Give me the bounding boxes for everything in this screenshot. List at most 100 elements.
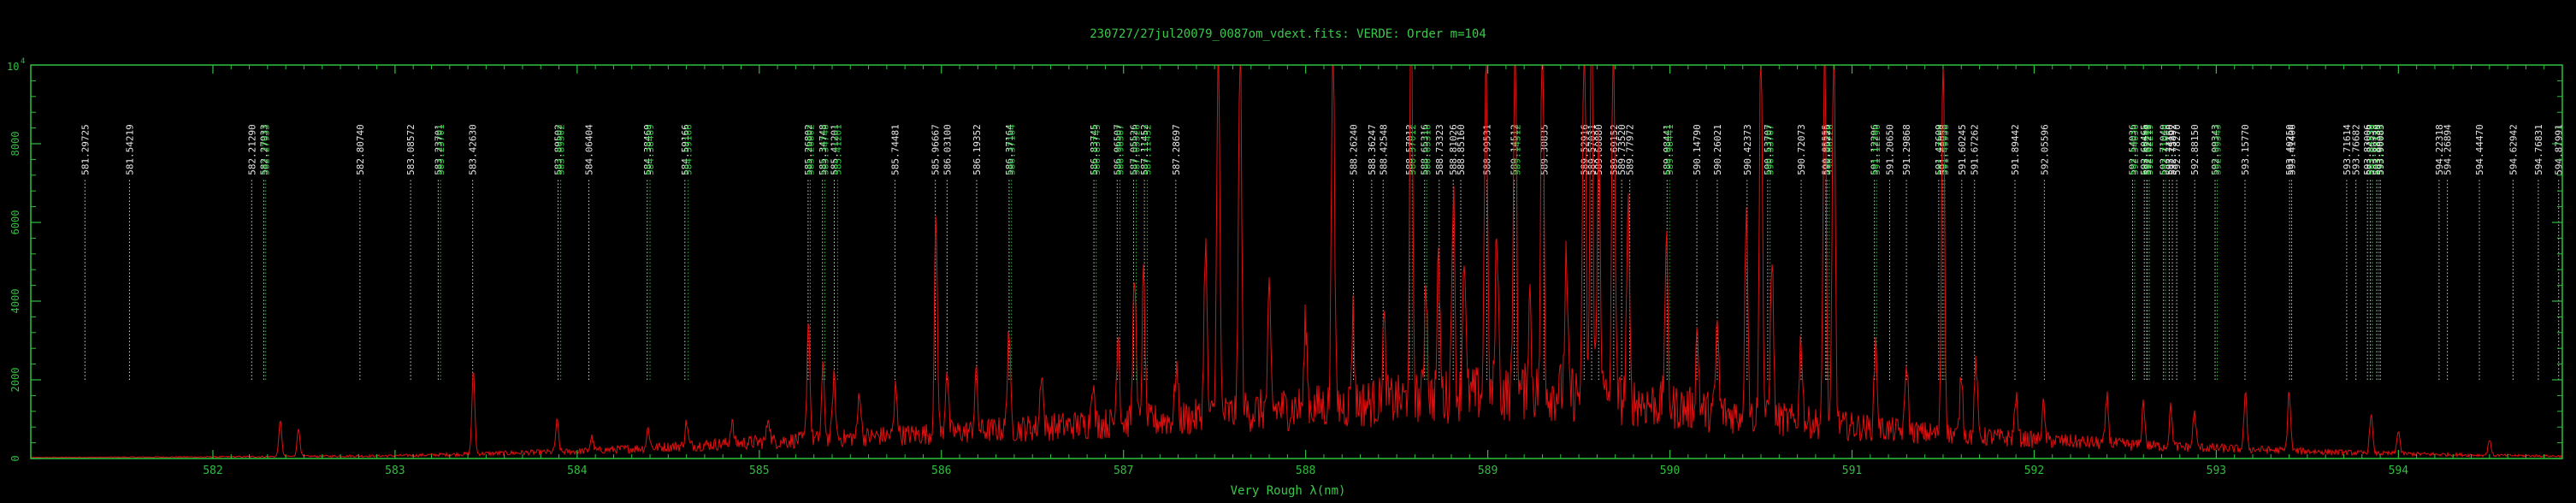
reference-lines: 581.29725 581.54219 582.21290 582.27933 582.… (80, 124, 2565, 380)
reference-line-label: 593.83006 (2362, 124, 2373, 175)
reference-line-label: 589.77972 (1625, 124, 1636, 175)
reference-line-label: 588.36247 (1367, 124, 1378, 175)
y-tick-label: 2000 (9, 368, 21, 393)
reference-line-label: 589.30835 (1539, 124, 1550, 175)
reference-line-label: 585.34748 (818, 124, 829, 175)
x-tick-label: 591 (1842, 465, 1862, 477)
reference-line-label: 583.89502 (556, 124, 567, 175)
reference-line-label: 589.52916 (1579, 124, 1590, 175)
reference-line-label: 587.05526 (1131, 124, 1143, 175)
reference-line-label: 594.76831 (2533, 124, 2544, 175)
reference-line-label: 592.99343 (2212, 124, 2223, 175)
x-tick-label: 587 (1114, 465, 1133, 477)
x-tick-label: 589 (1478, 465, 1498, 477)
reference-line-label: 594.62942 (2508, 124, 2519, 175)
reference-line-label: 593.84539 (2367, 124, 2378, 175)
reference-line-label: 583.08572 (405, 124, 417, 175)
reference-line-label: 583.23701 (433, 124, 444, 175)
reference-line-label: 584.59166 (683, 124, 694, 175)
reference-line-label: 586.19352 (972, 124, 983, 175)
reference-line-label: 582.27933 (261, 124, 272, 175)
x-tick-label: 585 (749, 465, 769, 477)
chart-title: 230727/27jul20079_0087om_vdext.fits: VER… (1090, 27, 1486, 41)
reference-line-label: 589.14512 (1510, 124, 1521, 175)
reference-line-label: 582.21290 (246, 124, 257, 175)
reference-line-label: 581.29725 (80, 124, 91, 175)
reference-line-label: 586.96507 (1114, 124, 1126, 175)
reference-line-label: 589.98441 (1662, 124, 1673, 175)
reference-line-label: 585.96667 (931, 124, 942, 175)
reference-line-label: 592.71040 (2160, 124, 2171, 175)
reference-line-label: 590.26021 (1712, 124, 1723, 175)
reference-line-label: 585.26802 (803, 124, 814, 175)
reference-line-label: 589.98441 (1664, 124, 1675, 175)
reference-line-label: 592.74160 (2164, 124, 2175, 175)
x-tick-label: 588 (1296, 465, 1315, 477)
reference-line-label: 593.15770 (2240, 124, 2251, 175)
reference-line-label: 589.69152 (1609, 124, 1620, 175)
reference-line-label: 594.26894 (2443, 124, 2454, 175)
reference-line-label: 592.62219 (2142, 124, 2154, 175)
reference-line-label: 585.34748 (819, 124, 830, 175)
reference-line-label: 585.26802 (805, 124, 816, 175)
x-tick-label: 583 (385, 465, 405, 477)
reference-line-label: 584.38469 (642, 124, 653, 175)
reference-line-label: 590.42373 (1742, 124, 1753, 175)
reference-line-label: 592.62219 (2144, 124, 2155, 175)
plot-frame (30, 64, 2563, 459)
y-exponent-power: 4 (21, 57, 25, 66)
reference-line-label: 591.60245 (1957, 124, 1968, 175)
reference-line-label: 590.14790 (1692, 124, 1703, 175)
reference-line-label: 589.57031 (1586, 124, 1598, 175)
reference-line-label: 587.11452 (1142, 124, 1153, 175)
axis-ticks: 582 583 584 585 586 587 588 589 590 591 592 593 594 0… (7, 57, 2562, 477)
y-tick-label: 0 (9, 455, 21, 461)
reference-line-label: 592.75892 (2167, 124, 2178, 175)
reference-line-label: 592.54036 (2128, 124, 2139, 175)
reference-line-label: 583.23701 (435, 124, 446, 175)
reference-line-label: 589.73520 (1616, 124, 1628, 175)
reference-line-label: 591.12296 (1870, 124, 1881, 175)
reference-line-label: 586.83745 (1089, 124, 1100, 175)
reference-line-label: 584.59166 (680, 124, 691, 175)
y-tick-label: 8000 (9, 132, 21, 157)
reference-line-label: 588.81026 (1448, 124, 1459, 175)
reference-line-label: 582.80740 (355, 124, 366, 175)
reference-line-label: 593.40250 (2284, 124, 2295, 175)
reference-line-label: 593.41406 (2287, 124, 2298, 175)
x-tick-label: 593 (2207, 465, 2226, 477)
reference-line-label: 594.44470 (2474, 124, 2485, 175)
reference-line-label: 586.03100 (942, 124, 953, 175)
spectrum-layer (30, 64, 2563, 459)
x-tick-label: 584 (567, 465, 588, 477)
reference-line-label: 592.60465 (2142, 124, 2153, 175)
y-tick-label: 4000 (9, 289, 21, 314)
x-tick-label: 586 (931, 465, 951, 477)
reference-line-label: 588.26240 (1349, 124, 1360, 175)
x-tick-label: 582 (203, 465, 222, 477)
reference-line-label: 588.73323 (1434, 124, 1445, 175)
reference-line-label: 585.74481 (889, 124, 901, 175)
reference-line-label: 588.65316 (1421, 124, 1433, 175)
reference-line-label: 586.37164 (1007, 124, 1018, 175)
reference-line-label: 594.87991 (2554, 124, 2565, 175)
reference-line-label: 592.71040 (2159, 124, 2170, 175)
reference-line-label: 587.28697 (1171, 124, 1182, 175)
reference-line-label: 585.41201 (830, 124, 841, 175)
axes-box (30, 64, 2563, 459)
reference-line-label: 590.53707 (1763, 124, 1774, 175)
reference-line-label: 593.90083 (2375, 124, 2386, 175)
reference-line-label: 590.53707 (1765, 124, 1776, 175)
reference-line-label: 591.49958 (1940, 124, 1951, 175)
reference-line-label: 587.05526 (1128, 124, 1139, 175)
reference-line-label: 591.49958 (1938, 124, 1949, 175)
reference-line-label: 589.14512 (1512, 124, 1523, 175)
reference-line-label: 592.88150 (2189, 124, 2201, 175)
reference-line-label: 593.76682 (2351, 124, 2362, 175)
reference-line-label: 594.22318 (2434, 124, 2445, 175)
reference-line-label: 586.96507 (1112, 124, 1123, 175)
reference-line-label: 584.06404 (583, 124, 594, 175)
reference-line-label: 593.88130 (2372, 124, 2383, 175)
